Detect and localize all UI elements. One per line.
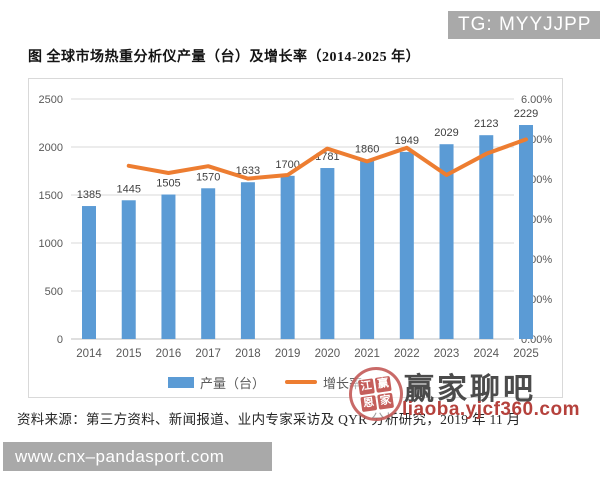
legend-bar-label: 产量（台） (200, 375, 266, 391)
bar-2024 (479, 135, 494, 339)
x-axis-label: 2014 (76, 348, 102, 360)
bar-value-label: 2229 (514, 108, 538, 120)
bar-value-label: 1633 (236, 165, 260, 177)
x-axis-label: 2016 (156, 348, 182, 360)
x-axis-label: 2018 (235, 348, 261, 360)
x-axis-label: 2021 (354, 348, 380, 360)
x-axis-label: 2020 (315, 348, 341, 360)
site-watermark-badge: www.cnx–pandasport.com (3, 442, 272, 471)
right-axis-tick: 6.00% (521, 94, 552, 106)
seal-char: 江 (357, 378, 375, 396)
x-axis-label: 2024 (473, 348, 499, 360)
bar-2021 (360, 160, 375, 339)
brand-watermark-url: liaoba.yjcf360.com (402, 399, 580, 420)
bar-value-label: 2029 (434, 127, 458, 139)
seal-char: 恩 (360, 395, 378, 413)
left-axis-tick: 2000 (39, 142, 63, 154)
left-axis-tick: 1500 (39, 190, 63, 202)
left-axis-tick: 500 (45, 286, 63, 298)
bar-2018 (240, 182, 255, 339)
legend-line-swatch-icon (285, 380, 318, 384)
bar-value-label: 1860 (355, 143, 379, 155)
combo-chart: 250020001500100050006.00%5.00%4.00%3.00%… (39, 94, 553, 360)
legend-bar-swatch-icon (168, 376, 194, 388)
x-axis-label: 2022 (394, 348, 420, 360)
bar-2016 (161, 194, 176, 339)
left-axis-tick: 1000 (39, 238, 63, 250)
bar-value-label: 1385 (77, 189, 101, 201)
bar-2017 (201, 188, 216, 339)
chart-title: 图 全球市场热重分析仪产量（台）及增长率（2014-2025 年） (28, 50, 421, 65)
bar-2023 (439, 144, 454, 339)
bar-2019 (280, 175, 295, 339)
bar-2020 (320, 168, 335, 339)
left-axis-tick: 0 (57, 334, 63, 346)
bar-value-label: 1505 (156, 178, 180, 190)
chart-area: 2500 2000 1500 1000 500 0 6.00% 5.00% 4.00% 3.00%… (28, 78, 563, 398)
bar-value-label: 1949 (395, 135, 419, 147)
seal-characters: 江 赢 恩 家 (357, 375, 395, 413)
x-axis-label: 2019 (275, 348, 301, 360)
x-axis-label: 2025 (513, 348, 539, 360)
tg-watermark-badge: TG: MYYJJPP (448, 11, 600, 39)
chart-legend: 产量（台） 增长率 (168, 374, 362, 391)
x-axis-label: 2015 (116, 348, 142, 360)
bar-2022 (399, 151, 414, 339)
left-axis-tick: 2500 (39, 94, 63, 106)
bar-value-label: 2123 (474, 118, 498, 130)
brand-watermark-name: 赢家聊吧 (404, 373, 536, 406)
bar-2025 (519, 125, 533, 340)
growth-rate-line (126, 137, 528, 181)
bar-2015 (121, 200, 136, 339)
source-note: 资料来源：第三方资料、新闻报道、业内专家采访及 QYR 分析研究，2019 年 … (17, 412, 521, 427)
bar-value-label: 1700 (275, 159, 299, 171)
bar-value-label: 1570 (196, 171, 220, 183)
x-axis-label: 2023 (434, 348, 460, 360)
bar-2014 (82, 206, 96, 339)
seal-char: 家 (377, 392, 395, 410)
bar-value-label: 1445 (116, 183, 140, 195)
x-axis-label: 2017 (195, 348, 221, 360)
seal-char: 赢 (374, 375, 392, 393)
